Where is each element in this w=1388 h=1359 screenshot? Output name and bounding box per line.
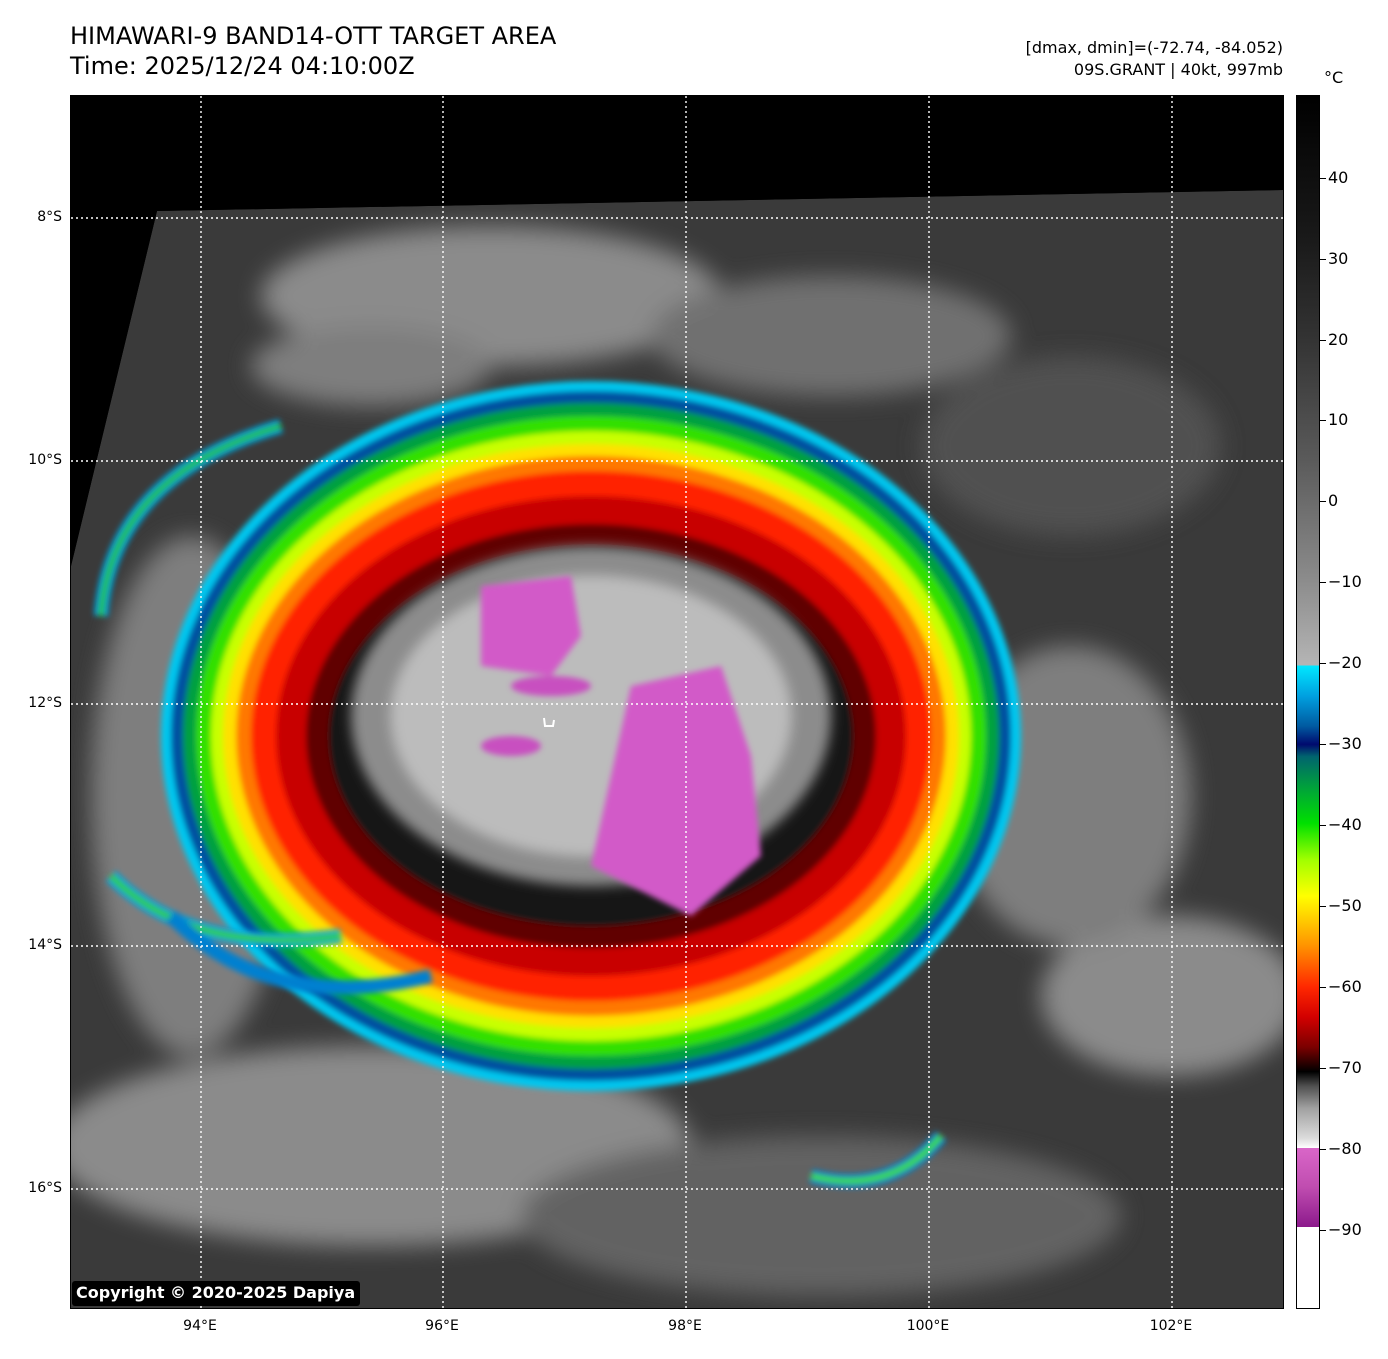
lat-label-10S: 10°S — [28, 452, 62, 468]
colorbar-tick — [1320, 259, 1326, 260]
colorbar-label-minus10: −10 — [1328, 572, 1362, 591]
colorbar-tick — [1320, 420, 1326, 421]
colorbar-label-30: 30 — [1328, 249, 1349, 268]
colorbar-label-0: 0 — [1328, 491, 1339, 510]
lat-label-16S: 16°S — [28, 1180, 62, 1196]
colorbar-label-minus30: −30 — [1328, 734, 1362, 753]
map-title: HIMAWARI-9 BAND14-OTT TARGET AREA — [70, 22, 557, 50]
copyright-label: Copyright © 2020-2025 Dapiya — [72, 1281, 361, 1306]
colorbar-tick — [1320, 582, 1326, 583]
colorbar-tick — [1320, 987, 1326, 988]
map-time: Time: 2025/12/24 04:10:00Z — [70, 52, 415, 80]
colorbar-tick — [1320, 501, 1326, 502]
colorbar-tick — [1320, 663, 1326, 664]
colorbar-label-20: 20 — [1328, 330, 1349, 349]
colorbar-tick — [1320, 744, 1326, 745]
graticule — [71, 96, 1283, 1308]
lon-label-94E: 94°E — [183, 1318, 217, 1334]
colorbar-label-minus90: −90 — [1328, 1220, 1362, 1239]
colorbar-label-minus40: −40 — [1328, 815, 1362, 834]
colorbar-tick — [1320, 1149, 1326, 1150]
colorbar-label-10: 10 — [1328, 410, 1349, 429]
satellite-image — [71, 96, 1283, 1308]
lon-label-96E: 96°E — [425, 1318, 459, 1334]
colorbar-label-minus60: −60 — [1328, 977, 1362, 996]
colorbar-unit: °C — [1324, 68, 1344, 87]
lon-label-100E: 100°E — [906, 1318, 950, 1334]
colorbar-tick — [1320, 178, 1326, 179]
colorbar-label-minus50: −50 — [1328, 896, 1362, 915]
colorbar-tick — [1320, 340, 1326, 341]
lon-label-102E: 102°E — [1149, 1318, 1193, 1334]
temperature-colorbar — [1296, 95, 1320, 1309]
lon-label-98E: 98°E — [668, 1318, 702, 1334]
colorbar-tick — [1320, 1068, 1326, 1069]
colorbar-label-40: 40 — [1328, 168, 1349, 187]
lat-label-14S: 14°S — [28, 937, 62, 953]
storm-info: 09S.GRANT | 40kt, 997mb — [1073, 60, 1283, 79]
colorbar-label-minus80: −80 — [1328, 1139, 1362, 1158]
colorbar-tick — [1320, 1230, 1326, 1231]
satellite-map — [70, 95, 1284, 1309]
storm-center-marker — [543, 717, 555, 727]
dmax-dmin-readout: [dmax, dmin]=(-72.74, -84.052) — [1025, 38, 1283, 57]
colorbar-label-minus20: −20 — [1328, 653, 1362, 672]
colorbar-label-minus70: −70 — [1328, 1058, 1362, 1077]
lat-label-12S: 12°S — [28, 695, 62, 711]
colorbar-tick — [1320, 906, 1326, 907]
lat-label-8S: 8°S — [37, 209, 62, 225]
colorbar-tick — [1320, 825, 1326, 826]
